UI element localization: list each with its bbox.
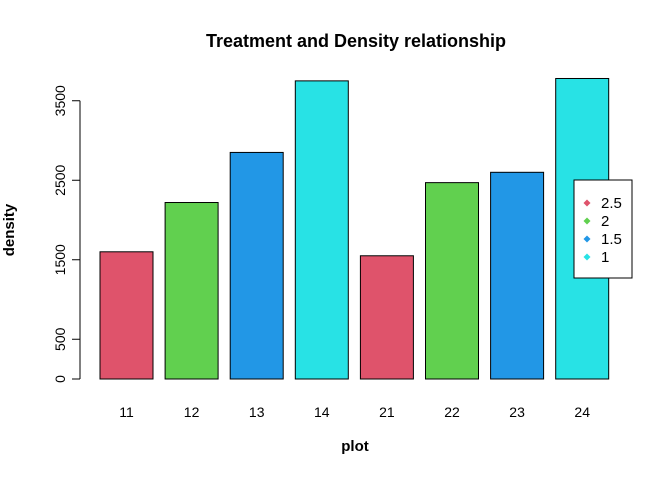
y-tick-label: 3500 <box>52 85 68 116</box>
bar-14 <box>294 80 349 380</box>
x-axis-label: plot <box>341 438 369 455</box>
y-tick-label: 2500 <box>52 164 68 195</box>
legend-label: 1.5 <box>601 231 622 248</box>
y-tick-label: 500 <box>52 327 68 351</box>
legend: 2.521.51 <box>573 179 633 279</box>
x-tick-label: 24 <box>574 404 590 420</box>
bar-23 <box>490 171 545 380</box>
legend-label: 2.5 <box>601 195 622 212</box>
legend-swatch <box>583 253 591 261</box>
y-axis: 0 500 1500 2500 3500 <box>52 85 81 383</box>
x-tick-label: 23 <box>509 404 525 420</box>
x-tick-label: 21 <box>379 404 395 420</box>
y-tick-label: 1500 <box>52 244 68 275</box>
bar-21 <box>359 255 414 380</box>
legend-label: 1 <box>601 249 609 266</box>
chart-title: Treatment and Density relationship <box>206 31 506 51</box>
legend-label: 2 <box>601 213 609 230</box>
y-tick-label: 0 <box>52 375 68 383</box>
bar-22 <box>425 182 479 380</box>
bar-11 <box>99 251 154 380</box>
bar-12 <box>164 202 219 380</box>
legend-swatch <box>583 199 591 207</box>
x-tick-label: 22 <box>444 404 460 420</box>
bars-group <box>99 77 610 380</box>
x-tick-labels: 11 12 13 14 21 22 23 24 <box>119 404 590 420</box>
legend-swatch <box>583 217 591 225</box>
y-axis-label: density <box>1 203 18 256</box>
bar-13 <box>229 151 284 380</box>
x-tick-label: 12 <box>184 404 200 420</box>
x-tick-label: 14 <box>314 404 330 420</box>
legend-box <box>573 179 633 279</box>
x-tick-label: 13 <box>249 404 265 420</box>
x-tick-label: 11 <box>119 404 134 420</box>
legend-swatch <box>583 235 591 243</box>
